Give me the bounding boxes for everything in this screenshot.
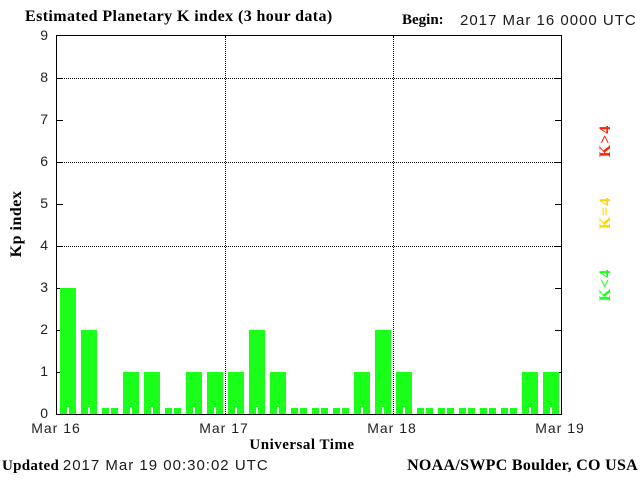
source-attribution: NOAA/SWPC Boulder, CO USA: [407, 457, 638, 474]
y-tick-label: 3: [40, 279, 48, 295]
bar-base-tick: [297, 407, 300, 414]
bar-base-tick: [381, 407, 384, 414]
kp-bar: [374, 330, 391, 414]
y-axis-tick: [555, 246, 561, 247]
bar-base-tick: [528, 407, 531, 414]
y-axis-tick: [555, 78, 561, 79]
bar-base-tick: [192, 407, 195, 414]
kp-bar: [227, 372, 244, 414]
y-tick-label: 4: [40, 237, 48, 253]
kp-bar: [80, 330, 97, 414]
x-tick-label: Mar 19: [535, 420, 585, 436]
bar-base-tick: [66, 407, 69, 414]
legend-k-gt-4: K>4: [597, 124, 614, 158]
legend-k-eq-4: K=4: [597, 196, 614, 230]
y-tick-label: 6: [40, 153, 48, 169]
bar-base-tick: [360, 407, 363, 414]
bar-base-tick: [507, 407, 510, 414]
bar-base-tick: [402, 407, 405, 414]
updated-value: 2017 Mar 19 00:30:02 UTC: [62, 457, 269, 474]
y-axis-tick: [57, 204, 63, 205]
y-tick-label: 0: [40, 405, 48, 421]
bar-base-tick: [318, 407, 321, 414]
bar-base-tick: [171, 407, 174, 414]
y-axis-title: Kp index: [8, 190, 25, 258]
bar-base-tick: [486, 407, 489, 414]
kp-bar: [143, 372, 160, 414]
y-axis-tick: [555, 330, 561, 331]
begin-label: Begin:: [402, 12, 444, 28]
gridline-horizontal: [57, 246, 561, 247]
plot-area: [56, 35, 562, 415]
kp-bar: [353, 372, 370, 414]
bar-base-tick: [129, 407, 132, 414]
bar-base-tick: [213, 407, 216, 414]
y-tick-label: 2: [40, 321, 48, 337]
kp-bar: [59, 288, 76, 414]
y-axis-tick: [57, 246, 63, 247]
kp-bar: [185, 372, 202, 414]
y-axis-tick: [57, 162, 63, 163]
bar-base-tick: [87, 407, 90, 414]
y-axis-tick: [57, 120, 63, 121]
gridline-horizontal: [57, 78, 561, 79]
bar-base-tick: [549, 407, 552, 414]
kp-bar: [269, 372, 286, 414]
gridline-vertical-day: [225, 36, 226, 414]
bar-base-tick: [255, 407, 258, 414]
updated-timestamp: Updated 2017 Mar 19 00:30:02 UTC: [2, 457, 269, 475]
kp-bar: [206, 372, 223, 414]
y-axis-tick: [57, 78, 63, 79]
bar-base-tick: [465, 407, 468, 414]
legend-k-lt-4: K<4: [597, 268, 614, 302]
bar-base-tick: [234, 407, 237, 414]
x-tick-label: Mar 16: [31, 420, 81, 436]
x-tick-label: Mar 17: [199, 420, 249, 436]
bar-base-tick: [276, 407, 279, 414]
kp-bar: [542, 372, 559, 414]
kp-bar: [122, 372, 139, 414]
begin-value: 2017 Mar 16 0000 UTC: [460, 12, 637, 29]
kp-bar: [521, 372, 538, 414]
kp-bar: [248, 330, 265, 414]
updated-label: Updated: [2, 458, 60, 474]
y-tick-label: 1: [40, 363, 48, 379]
gridline-vertical-day: [393, 36, 394, 414]
kp-bar: [395, 372, 412, 414]
x-axis-title: Universal Time: [249, 437, 355, 453]
bar-base-tick: [150, 407, 153, 414]
y-axis-tick: [555, 120, 561, 121]
bar-base-tick: [444, 407, 447, 414]
bar-base-tick: [423, 407, 426, 414]
y-tick-label: 8: [40, 69, 48, 85]
y-tick-label: 7: [40, 111, 48, 127]
gridline-horizontal: [57, 162, 561, 163]
y-tick-label: 9: [40, 27, 48, 43]
y-axis-tick: [555, 204, 561, 205]
chart-title: Estimated Planetary K index (3 hour data…: [25, 8, 333, 25]
y-axis-tick: [555, 288, 561, 289]
bar-base-tick: [108, 407, 111, 414]
bar-base-tick: [339, 407, 342, 414]
y-axis-tick: [555, 162, 561, 163]
y-tick-label: 5: [40, 195, 48, 211]
x-tick-label: Mar 18: [367, 420, 417, 436]
